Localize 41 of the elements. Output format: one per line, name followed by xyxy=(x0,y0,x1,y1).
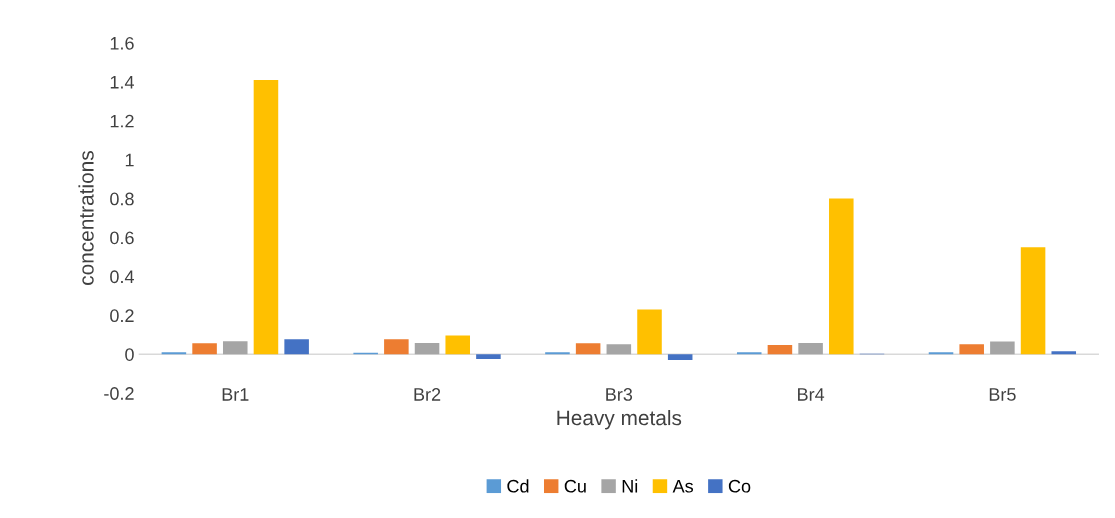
y-tick-label: 1.6 xyxy=(110,36,134,50)
x-tick-label: Br5 xyxy=(989,388,1016,401)
bar xyxy=(1020,247,1046,355)
legend-label: As xyxy=(672,480,694,493)
bar xyxy=(575,343,601,355)
bar xyxy=(253,79,279,355)
bar xyxy=(384,339,409,355)
y-tick-label: 1.4 xyxy=(110,76,134,89)
bar xyxy=(222,341,248,355)
bar xyxy=(192,343,217,355)
x-tick-label: Br2 xyxy=(414,388,441,401)
bar xyxy=(1051,351,1077,355)
y-axis-title: concentrations xyxy=(78,151,94,285)
x-tick-label: Br1 xyxy=(222,388,249,401)
bar xyxy=(637,309,662,355)
legend-label: Co xyxy=(728,479,751,493)
bar xyxy=(959,344,984,355)
y-tick-label: -0.2 xyxy=(104,387,134,400)
bar xyxy=(990,341,1015,355)
y-tick-label: 0.6 xyxy=(110,231,134,245)
x-axis-title: Heavy metals xyxy=(557,409,682,430)
y-tick-label: 0.4 xyxy=(110,270,134,284)
y-tick-label: 0.8 xyxy=(110,192,134,206)
y-tick-label: 1.2 xyxy=(110,114,134,128)
bar xyxy=(829,198,854,355)
y-tick-label: 0.2 xyxy=(110,309,134,323)
legend-label: Ni xyxy=(622,479,638,493)
x-tick-label: Br3 xyxy=(606,388,633,401)
bar xyxy=(414,342,440,355)
y-tick-label: 1 xyxy=(125,153,134,167)
x-tick-label: Br4 xyxy=(798,388,825,401)
legend-label: Cd xyxy=(507,479,529,493)
bar xyxy=(445,335,470,355)
bar xyxy=(667,354,693,361)
bar xyxy=(798,342,823,355)
y-tick-label: 0 xyxy=(125,348,134,361)
bar xyxy=(767,344,793,355)
bar xyxy=(606,344,632,355)
legend-label: Cu xyxy=(564,479,586,493)
bar xyxy=(476,354,501,360)
bar xyxy=(284,339,309,355)
